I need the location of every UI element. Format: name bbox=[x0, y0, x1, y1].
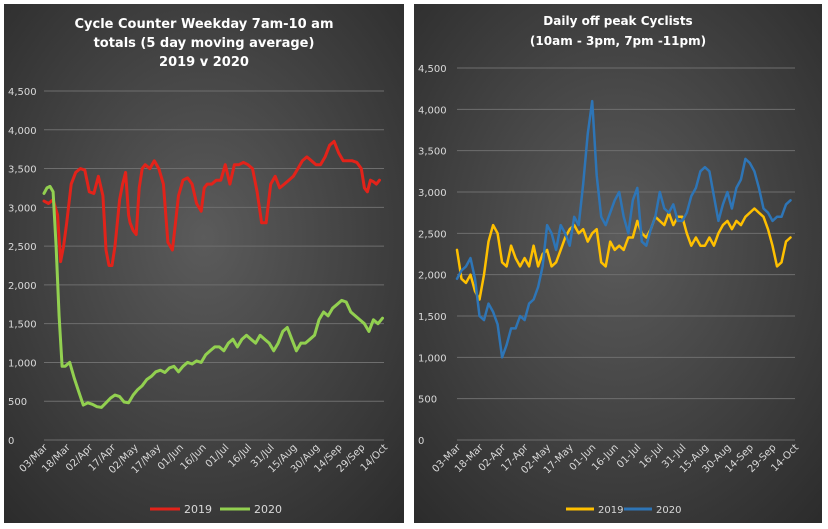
weekday-chart: Cycle Counter Weekday 7am-10 am totals (5… bbox=[4, 4, 404, 523]
y-tick-label: 3,000 bbox=[418, 188, 447, 199]
y-tick-label: 4,000 bbox=[418, 105, 447, 116]
chart-background bbox=[414, 4, 822, 523]
chart-title-line: totals (5 day moving average) bbox=[94, 36, 315, 51]
chart-title-line: (10am - 3pm, 7pm -11pm) bbox=[530, 34, 706, 48]
series-line-2020 bbox=[42, 184, 384, 409]
legend-label-2019: 2019 bbox=[184, 503, 212, 516]
y-tick-label: 4,500 bbox=[8, 87, 37, 98]
y-tick-label: 3,500 bbox=[8, 165, 37, 176]
chart-title-line: Cycle Counter Weekday 7am-10 am bbox=[75, 17, 334, 32]
y-tick-label: 4,500 bbox=[418, 64, 447, 75]
series-line-2019 bbox=[455, 207, 792, 301]
y-tick-label: 4,000 bbox=[8, 126, 37, 137]
y-tick-label: 1,500 bbox=[418, 312, 447, 323]
y-tick-label: 3,500 bbox=[418, 147, 447, 158]
y-tick-label: 500 bbox=[418, 395, 437, 406]
legend-label-2019: 2019 bbox=[598, 505, 623, 516]
legend-label-2020: 2020 bbox=[254, 503, 282, 516]
y-tick-label: 2,000 bbox=[8, 281, 37, 292]
y-tick-label: 2,000 bbox=[418, 271, 447, 282]
y-tick-label: 0 bbox=[8, 436, 14, 447]
series-line-2019 bbox=[42, 139, 381, 267]
legend-label-2020: 2020 bbox=[656, 505, 681, 516]
y-tick-label: 1,500 bbox=[8, 320, 37, 331]
offpeak-chart: Daily off peak Cyclists (10am - 3pm, 7pm … bbox=[414, 4, 822, 523]
y-tick-label: 500 bbox=[8, 397, 27, 408]
y-tick-label: 3,000 bbox=[8, 203, 37, 214]
y-tick-label: 1,000 bbox=[8, 358, 37, 369]
y-tick-label: 2,500 bbox=[418, 229, 447, 240]
series-line-2020 bbox=[455, 99, 792, 359]
y-tick-label: 0 bbox=[418, 436, 424, 447]
chart-title-line: 2019 v 2020 bbox=[159, 55, 249, 70]
chart-panel-offpeak: Daily off peak Cyclists (10am - 3pm, 7pm … bbox=[414, 4, 822, 523]
chart-panel-weekday: Cycle Counter Weekday 7am-10 am totals (5… bbox=[4, 4, 404, 523]
y-tick-label: 1,000 bbox=[418, 353, 447, 364]
y-tick-label: 2,500 bbox=[8, 242, 37, 253]
chart-title-line: Daily off peak Cyclists bbox=[543, 14, 692, 28]
